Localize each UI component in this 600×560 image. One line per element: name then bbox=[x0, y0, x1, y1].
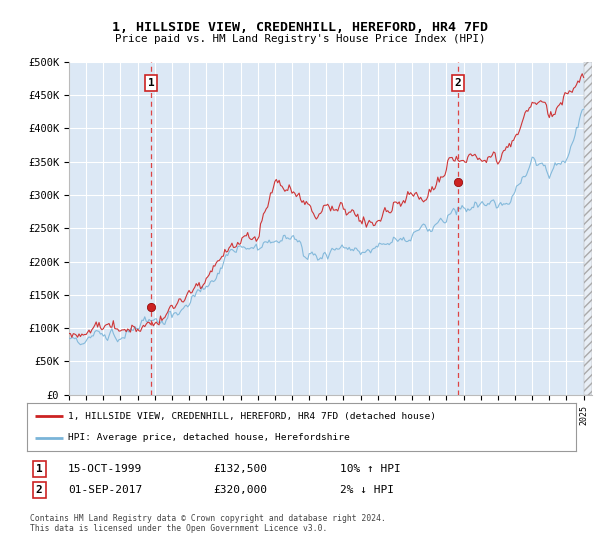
Text: 15-OCT-1999: 15-OCT-1999 bbox=[68, 464, 142, 474]
Text: £320,000: £320,000 bbox=[214, 486, 268, 496]
Text: HPI: Average price, detached house, Herefordshire: HPI: Average price, detached house, Here… bbox=[68, 433, 350, 442]
Text: 2% ↓ HPI: 2% ↓ HPI bbox=[340, 486, 394, 496]
Bar bbox=[584, 62, 592, 395]
Text: 2: 2 bbox=[455, 78, 461, 88]
Text: 01-SEP-2017: 01-SEP-2017 bbox=[68, 486, 142, 496]
Text: Contains HM Land Registry data © Crown copyright and database right 2024.
This d: Contains HM Land Registry data © Crown c… bbox=[30, 514, 386, 533]
Text: 10% ↑ HPI: 10% ↑ HPI bbox=[340, 464, 401, 474]
Text: Price paid vs. HM Land Registry's House Price Index (HPI): Price paid vs. HM Land Registry's House … bbox=[115, 34, 485, 44]
Text: £132,500: £132,500 bbox=[214, 464, 268, 474]
Text: 1, HILLSIDE VIEW, CREDENHILL, HEREFORD, HR4 7FD: 1, HILLSIDE VIEW, CREDENHILL, HEREFORD, … bbox=[112, 21, 488, 34]
Text: 2: 2 bbox=[36, 486, 43, 496]
Text: 1, HILLSIDE VIEW, CREDENHILL, HEREFORD, HR4 7FD (detached house): 1, HILLSIDE VIEW, CREDENHILL, HEREFORD, … bbox=[68, 412, 436, 421]
Text: 1: 1 bbox=[36, 464, 43, 474]
Text: 1: 1 bbox=[148, 78, 155, 88]
